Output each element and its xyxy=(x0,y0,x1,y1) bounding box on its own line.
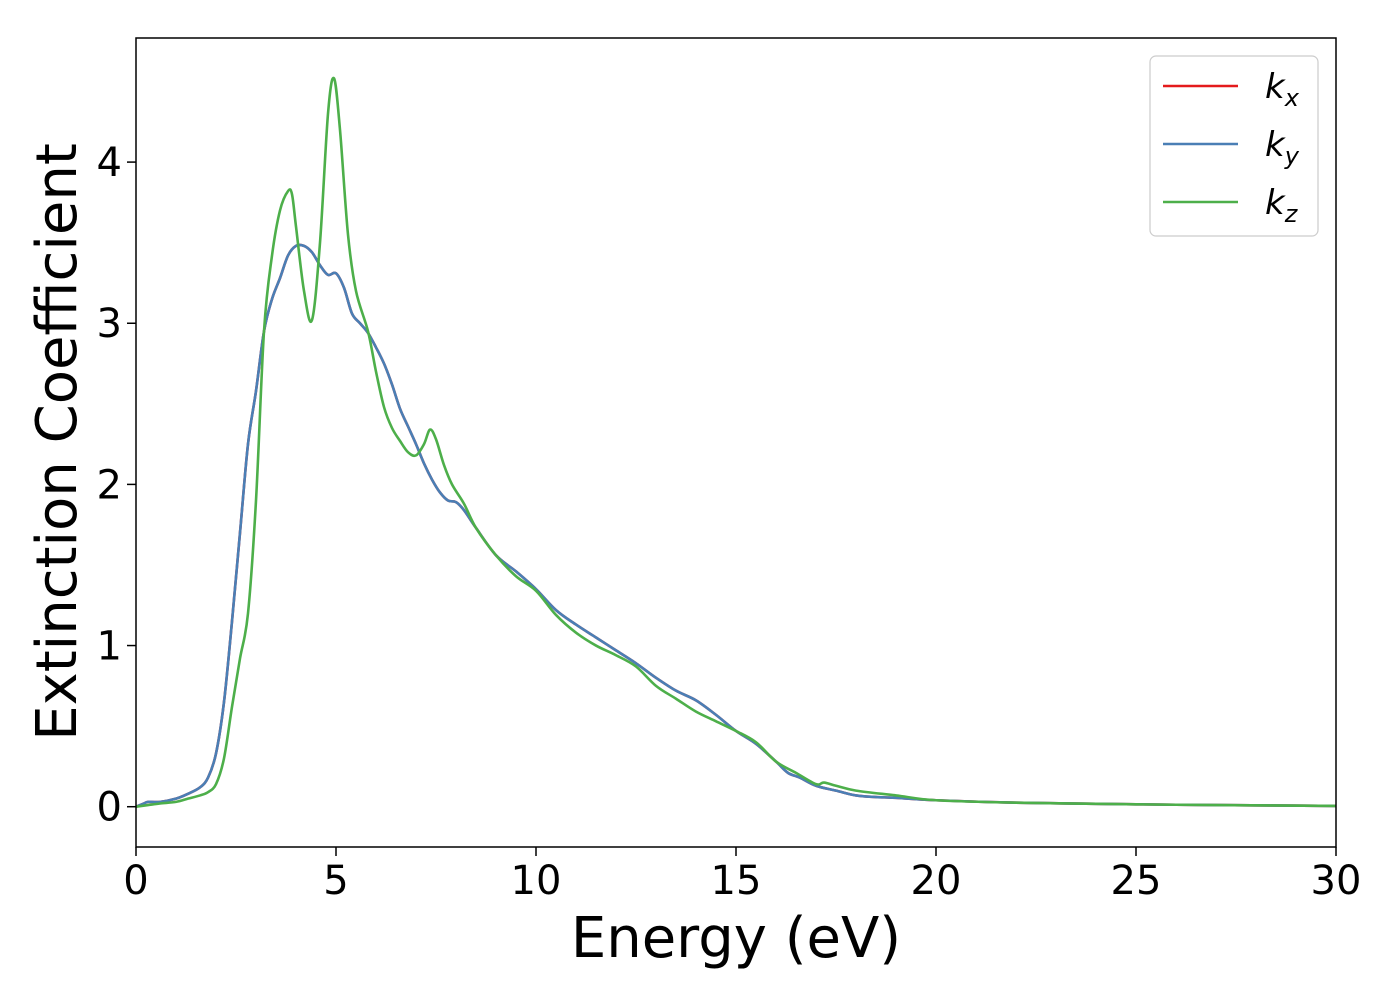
x-tick-label: 20 xyxy=(911,858,962,904)
y-axis: 0 1 2 3 4 xyxy=(97,140,136,831)
legend-label-main: k xyxy=(1265,125,1286,165)
legend-label-main: k xyxy=(1265,67,1286,107)
legend-label-x: kx xyxy=(1265,67,1300,112)
x-tick-label: 15 xyxy=(711,858,762,904)
x-axis-label: Energy (eV) xyxy=(571,906,901,971)
series-line-x xyxy=(135,243,1337,808)
y-tick-label: 1 xyxy=(97,624,122,670)
series-line-y xyxy=(135,243,1337,808)
y-tick-label: 4 xyxy=(97,140,122,186)
x-tick-label: 25 xyxy=(1111,858,1162,904)
y-tick-label: 2 xyxy=(97,462,122,508)
x-axis: 0 5 10 15 20 25 30 xyxy=(123,847,1361,904)
legend-label-main: k xyxy=(1265,183,1286,223)
legend-label-subscript: x xyxy=(1284,84,1300,112)
x-tick-label: 0 xyxy=(123,858,148,904)
legend-label-y: ky xyxy=(1265,125,1300,170)
x-tick-label: 10 xyxy=(511,858,562,904)
y-axis-label: Extinction Coefficient xyxy=(25,143,90,741)
x-tick-label: 30 xyxy=(1311,858,1362,904)
series-line-z xyxy=(135,76,1337,808)
x-tick-label: 5 xyxy=(323,858,348,904)
series-layer xyxy=(135,76,1337,808)
legend-label-subscript: z xyxy=(1284,200,1299,228)
legend-label-z: kz xyxy=(1265,183,1299,228)
y-tick-label: 3 xyxy=(97,301,122,347)
legend-label-subscript: y xyxy=(1284,142,1300,170)
legend-box xyxy=(1149,55,1319,237)
y-tick-label: 0 xyxy=(97,785,122,831)
